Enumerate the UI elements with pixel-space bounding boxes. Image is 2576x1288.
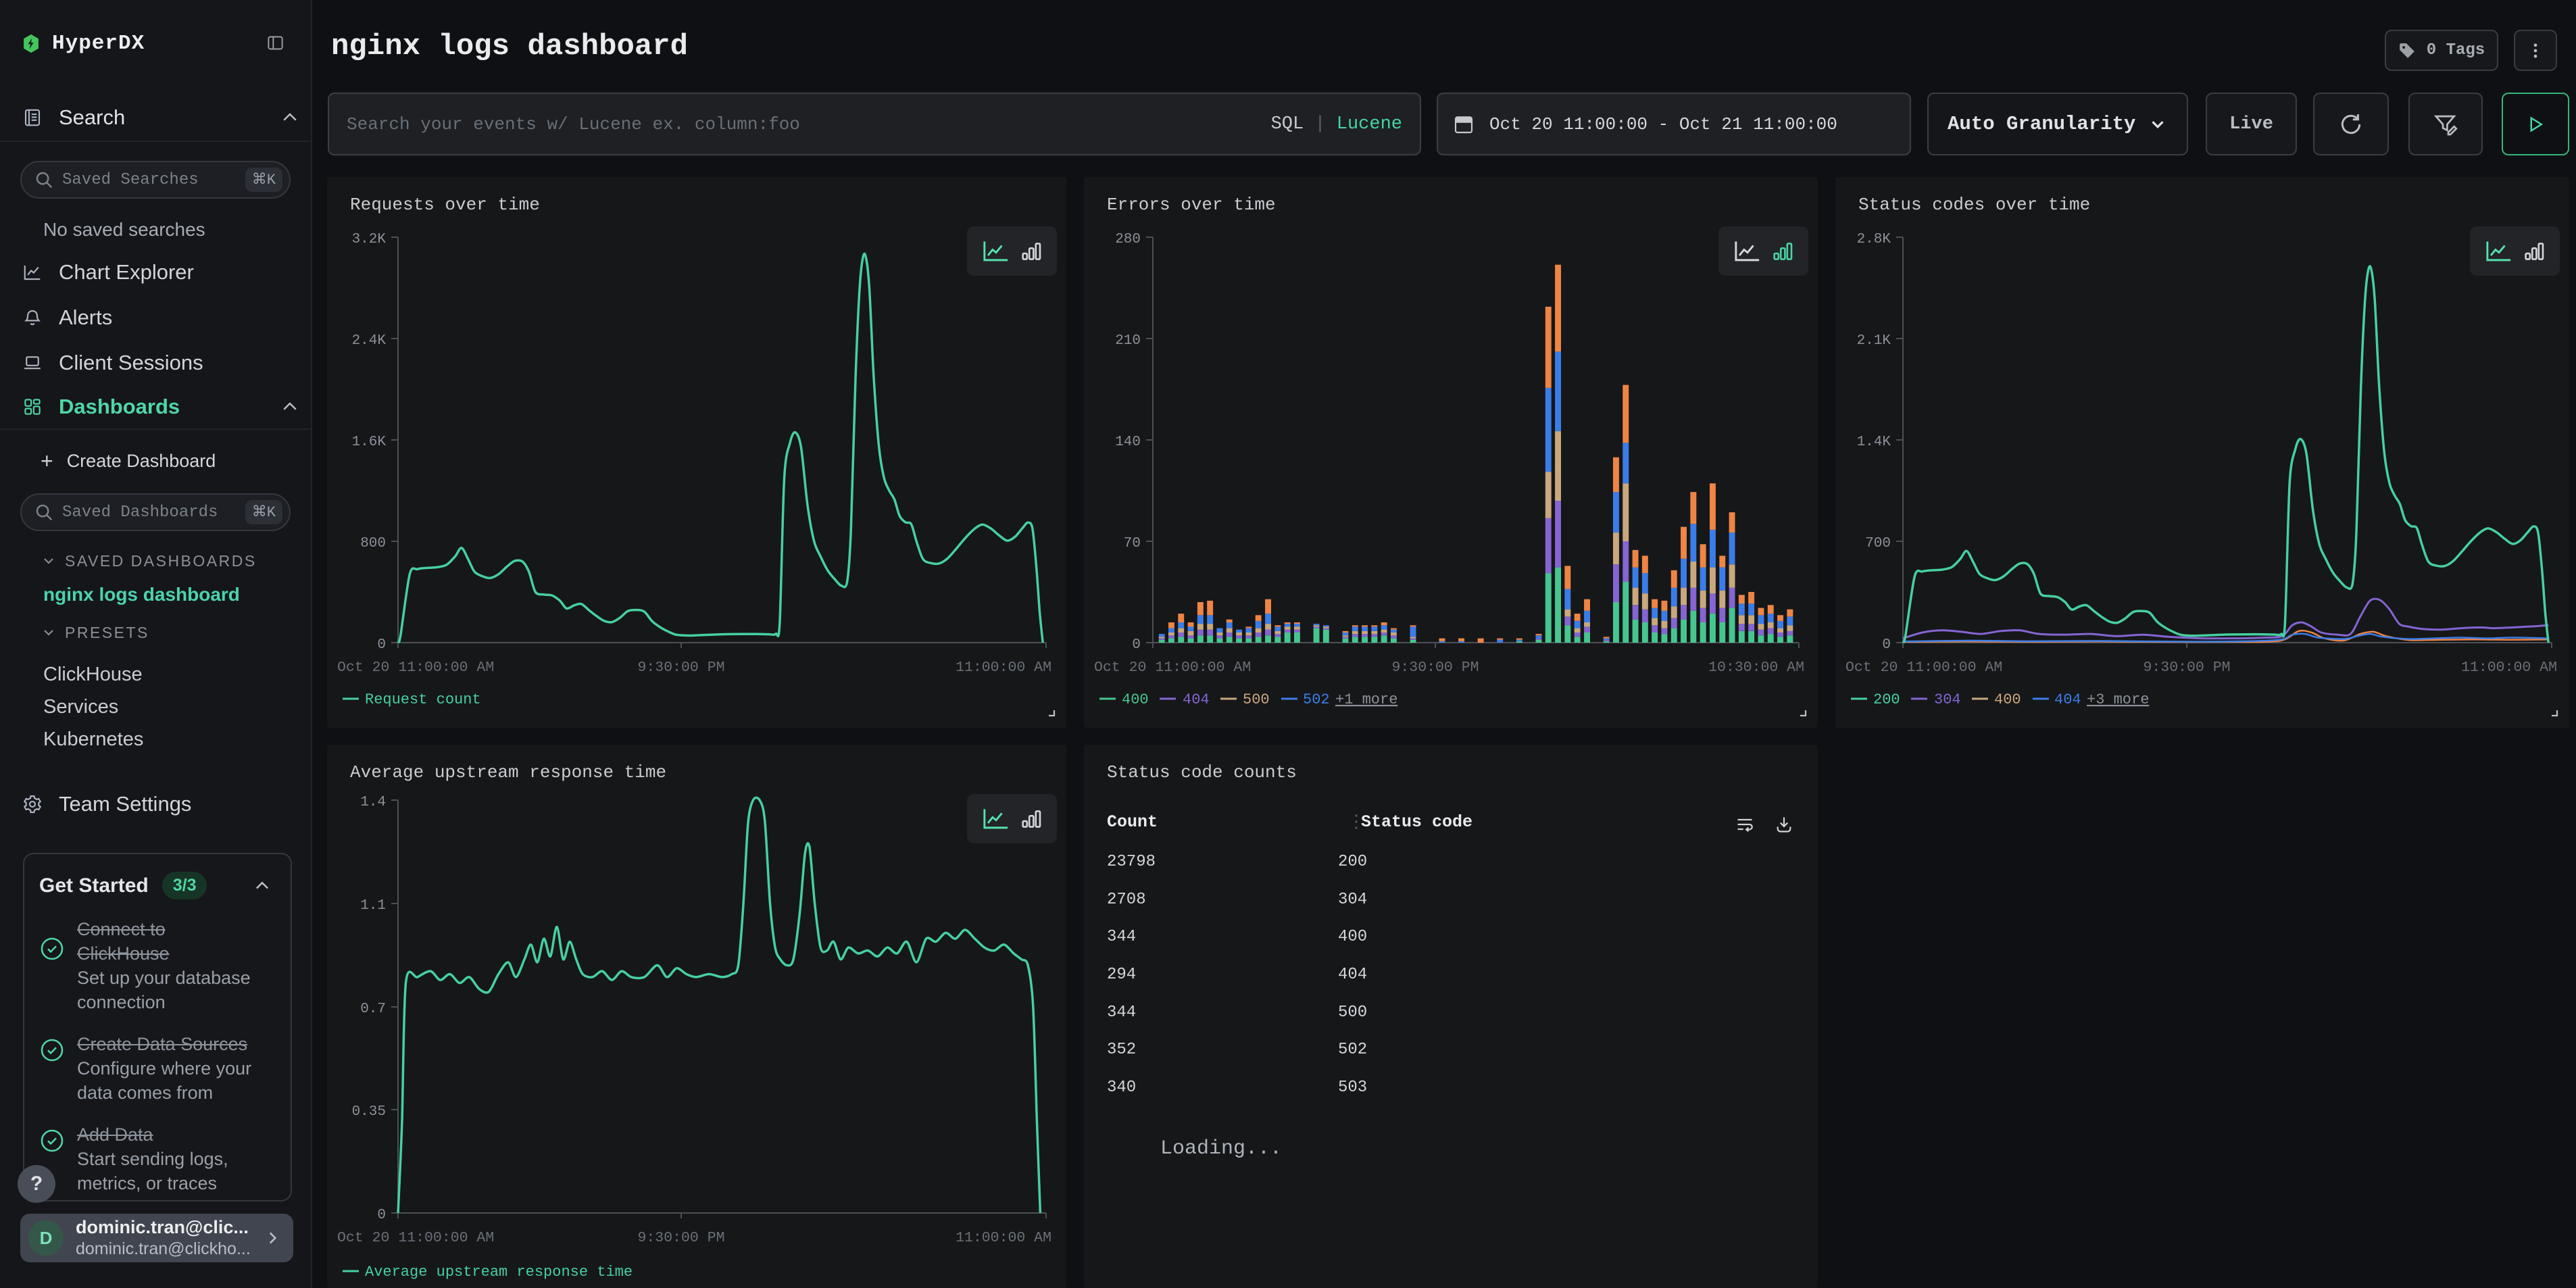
svg-text:0: 0 — [1132, 637, 1141, 653]
svg-text:11:00:00 AM: 11:00:00 AM — [956, 1230, 1051, 1246]
svg-text:10:30:00 AM: 10:30:00 AM — [1708, 660, 1804, 676]
svg-text:Request count: Request count — [365, 691, 481, 708]
svg-text:2.8K: 2.8K — [1857, 232, 1891, 247]
svg-text:9:30:00 PM: 9:30:00 PM — [1391, 660, 1479, 676]
svg-text:3.2K: 3.2K — [352, 232, 387, 247]
svg-text:70: 70 — [1124, 536, 1141, 551]
svg-text:+3 more: +3 more — [2087, 691, 2149, 708]
svg-text:+1 more: +1 more — [1335, 691, 1397, 708]
svg-text:400: 400 — [1122, 691, 1149, 708]
svg-text:0: 0 — [377, 637, 386, 653]
svg-text:404: 404 — [2054, 691, 2081, 708]
svg-text:9:30:00 PM: 9:30:00 PM — [2143, 660, 2230, 676]
svg-text:1.4K: 1.4K — [1857, 435, 1891, 450]
svg-text:140: 140 — [1115, 435, 1141, 450]
svg-text:502: 502 — [1303, 691, 1330, 708]
svg-text:Oct 20 11:00:00 AM: Oct 20 11:00:00 AM — [337, 660, 494, 676]
svg-text:9:30:00 PM: 9:30:00 PM — [637, 660, 724, 676]
svg-text:280: 280 — [1115, 232, 1141, 247]
svg-text:404: 404 — [1183, 691, 1210, 708]
svg-text:700: 700 — [1865, 536, 1891, 551]
svg-text:1.4: 1.4 — [360, 795, 386, 810]
svg-text:210: 210 — [1115, 333, 1141, 349]
svg-text:200: 200 — [1873, 691, 1900, 708]
svg-text:304: 304 — [1934, 691, 1961, 708]
svg-text:0: 0 — [1882, 637, 1891, 653]
svg-text:400: 400 — [1994, 691, 2021, 708]
svg-text:1.1: 1.1 — [360, 898, 386, 914]
svg-text:0: 0 — [377, 1208, 386, 1223]
svg-text:11:00:00 AM: 11:00:00 AM — [2461, 660, 2557, 676]
svg-text:Oct 20 11:00:00 AM: Oct 20 11:00:00 AM — [1846, 660, 2002, 676]
svg-text:800: 800 — [360, 536, 386, 551]
svg-text:1.6K: 1.6K — [352, 435, 387, 450]
svg-text:Oct 20 11:00:00 AM: Oct 20 11:00:00 AM — [337, 1230, 494, 1246]
svg-text:0.7: 0.7 — [360, 1001, 386, 1017]
svg-text:0.35: 0.35 — [352, 1104, 386, 1120]
svg-text:11:00:00 AM: 11:00:00 AM — [956, 660, 1051, 676]
svg-text:500: 500 — [1243, 691, 1270, 708]
svg-text:2.1K: 2.1K — [1857, 333, 1891, 349]
svg-text:2.4K: 2.4K — [352, 333, 387, 349]
svg-text:9:30:00 PM: 9:30:00 PM — [637, 1230, 724, 1246]
svg-text:Average upstream response time: Average upstream response time — [365, 1264, 633, 1281]
svg-text:Oct 20 11:00:00 AM: Oct 20 11:00:00 AM — [1094, 660, 1251, 676]
